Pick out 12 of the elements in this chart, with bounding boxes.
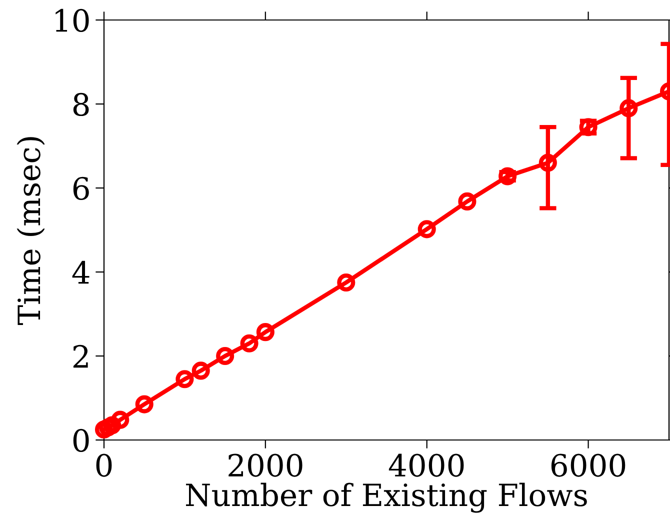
x-tick-label: 6000	[551, 454, 626, 477]
x-tick-label: 2000	[228, 454, 302, 477]
y-axis-title: Time (msec)	[16, 137, 45, 326]
y-tick-label: 0	[73, 428, 89, 452]
y-tick-label: 8	[73, 92, 89, 116]
x-axis-title: Number of Existing Flows	[186, 482, 587, 513]
y-tick-label: 2	[73, 344, 88, 368]
x-tick-label: 4000	[388, 454, 464, 477]
y-tick-label: 4	[72, 260, 90, 284]
x-tick-label: 0	[96, 454, 112, 477]
y-tick-label: 10	[56, 8, 89, 32]
y-tick-label: 6	[73, 176, 89, 200]
